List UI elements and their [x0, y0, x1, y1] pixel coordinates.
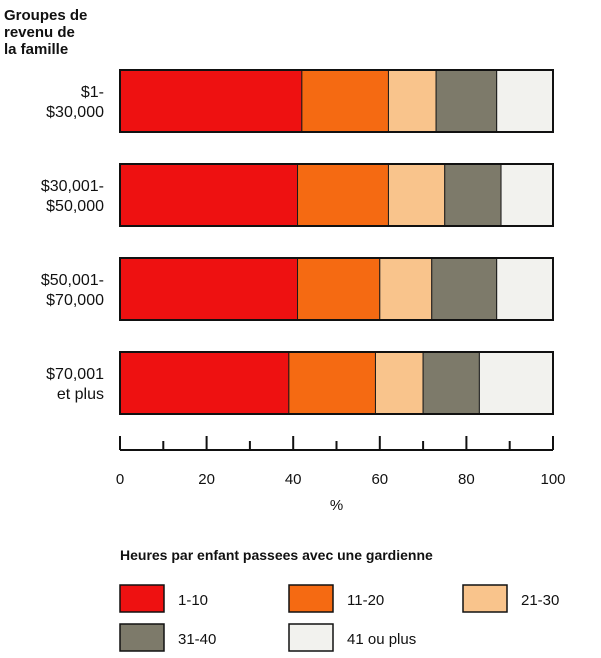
x-tick-label: 80 — [458, 471, 475, 488]
bar-segment-11-20 — [297, 163, 389, 227]
category-label: $50,001- — [41, 272, 104, 289]
category-label: $70,001 — [46, 366, 104, 383]
bar-segment-21-30 — [379, 257, 433, 321]
bar-segment-41-ou-plus — [496, 69, 554, 133]
bar-segment-11-20 — [301, 69, 389, 133]
category-label: $1- — [81, 84, 104, 101]
x-tick-label: 20 — [198, 471, 215, 488]
bar-segment-11-20 — [288, 351, 376, 415]
legend-label: 11-20 — [347, 592, 384, 609]
bar-outline — [119, 163, 554, 227]
bar-segment-21-30 — [374, 351, 424, 415]
legend-label: 41 ou plus — [347, 631, 416, 648]
legend-label: 1-10 — [178, 592, 208, 609]
bars — [119, 69, 554, 415]
bar-outline — [119, 69, 554, 133]
bar-segment-41-ou-plus — [500, 163, 554, 227]
x-tick-label: 40 — [285, 471, 302, 488]
y-axis-title-line: Groupes de — [4, 7, 87, 24]
bar-segment-21-30 — [387, 69, 437, 133]
x-tick-label: 0 — [116, 471, 124, 488]
x-axis-title: % — [330, 497, 343, 514]
category-label: $30,001- — [41, 178, 104, 195]
category-label: $70,000 — [46, 292, 104, 309]
legend-swatch-41-ou-plus — [288, 623, 334, 652]
bar-segment-31-40 — [444, 163, 502, 227]
bar-segment-41-ou-plus — [478, 351, 554, 415]
bar-outline — [119, 257, 554, 321]
bar-segment-1-10 — [119, 351, 290, 415]
x-axis: 0 20 40 60 80 100% — [116, 436, 566, 514]
bar-segment-31-40 — [431, 257, 498, 321]
bar-segment-1-10 — [119, 163, 299, 227]
legend-swatch-1-10 — [119, 584, 165, 613]
legend-title: Heures par enfant passees avec une gardi… — [120, 547, 433, 563]
bar-segment-21-30 — [387, 163, 446, 227]
legend-label: 31-40 — [178, 631, 216, 648]
bar-segment-41-ou-plus — [496, 257, 554, 321]
category-label: $50,000 — [46, 198, 104, 215]
bar-segment-1-10 — [119, 257, 299, 321]
bar-segment-31-40 — [435, 69, 498, 133]
bar-segment-1-10 — [119, 69, 303, 133]
legend: Heures par enfant passees avec une gardi… — [119, 547, 559, 652]
bar-segment-11-20 — [297, 257, 381, 321]
legend-swatch-21-30 — [462, 584, 508, 613]
x-tick-label: 60 — [371, 471, 388, 488]
x-tick-label: 100 — [540, 471, 565, 488]
bar-segment-31-40 — [422, 351, 480, 415]
category-label: $30,000 — [46, 104, 104, 121]
category-label: et plus — [57, 386, 104, 403]
legend-swatch-31-40 — [119, 623, 165, 652]
y-axis-title-line: revenu de — [4, 24, 75, 41]
legend-label: 21-30 — [521, 592, 559, 609]
legend-swatch-11-20 — [288, 584, 334, 613]
y-axis-title-line: la famille — [4, 41, 68, 58]
bar-outline — [119, 351, 554, 415]
category-labels: $1- $30,000 $30,001- $50,000 $50,001- $70,000… — [41, 84, 104, 403]
